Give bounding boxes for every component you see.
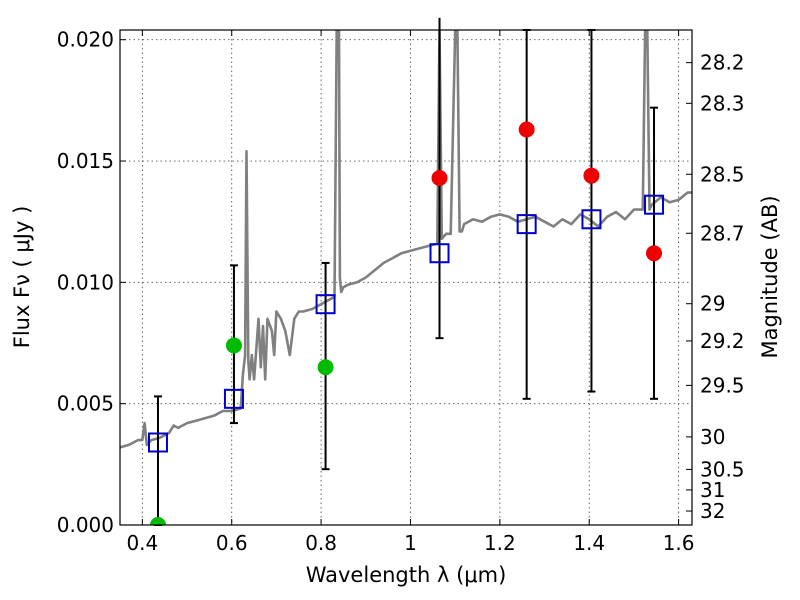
mag-tick-label: 28.7 bbox=[700, 221, 745, 245]
model-spectrum bbox=[120, 30, 692, 449]
spectrum-line bbox=[120, 30, 692, 449]
markers bbox=[147, 121, 665, 525]
mag-tick-label: 30.5 bbox=[700, 457, 745, 481]
red-data-point bbox=[646, 245, 663, 262]
model-photometry-square bbox=[644, 194, 665, 215]
mag-tick-label: 28.5 bbox=[700, 162, 745, 186]
y-tick-label: 0.005 bbox=[57, 392, 114, 416]
model-photometry-square bbox=[516, 214, 537, 235]
model-photometry-square bbox=[429, 243, 450, 264]
x-axis-label: Wavelength λ (μm) bbox=[306, 563, 507, 587]
mag-tick-label: 32 bbox=[700, 499, 725, 523]
red-data-point bbox=[583, 167, 600, 184]
y2-axis-label: Magnitude (AB) bbox=[758, 195, 782, 358]
green-data-point bbox=[317, 359, 334, 376]
red-data-point bbox=[518, 121, 535, 138]
x-tick-label: 1.4 bbox=[573, 531, 605, 555]
axis-ticks: 0.4 0.6 0.8 1 1.2 1.4 1.6 0.000 0.005 0.010 0.015 0… bbox=[57, 28, 745, 555]
model-photometry-square bbox=[223, 388, 244, 409]
x-tick-label: 1.6 bbox=[663, 531, 695, 555]
mag-tick-label: 29 bbox=[700, 292, 725, 316]
x-tick-label: 1.2 bbox=[484, 531, 516, 555]
mag-tick-label: 29.2 bbox=[700, 329, 745, 353]
green-data-point bbox=[225, 337, 242, 354]
red-data-point bbox=[431, 170, 448, 187]
model-photometry-square bbox=[315, 294, 336, 315]
y-tick-label: 0.010 bbox=[57, 270, 114, 294]
y-tick-label: 0.015 bbox=[57, 149, 114, 173]
x-tick-label: 0.6 bbox=[216, 531, 248, 555]
grid bbox=[120, 30, 692, 525]
model-photometry-square bbox=[581, 209, 602, 230]
y-axis-label: Flux Fν ( μJy ) bbox=[10, 206, 34, 349]
mag-tick-label: 30 bbox=[700, 425, 725, 449]
error-bars bbox=[153, 17, 659, 526]
green-data-point bbox=[149, 517, 166, 525]
x-tick-label: 0.4 bbox=[126, 531, 158, 555]
model-photometry-square bbox=[147, 432, 168, 453]
x-tick-label: 0.8 bbox=[305, 531, 337, 555]
mag-tick-label: 28.3 bbox=[700, 91, 745, 115]
mag-tick-label: 31 bbox=[700, 478, 725, 502]
x-tick-label: 1 bbox=[404, 531, 417, 555]
y-tick-label: 0.000 bbox=[57, 513, 114, 537]
y-tick-label: 0.020 bbox=[57, 28, 114, 52]
mag-tick-label: 28.2 bbox=[700, 51, 745, 75]
mag-tick-label: 29.5 bbox=[700, 373, 745, 397]
plot-frame bbox=[119, 29, 693, 526]
